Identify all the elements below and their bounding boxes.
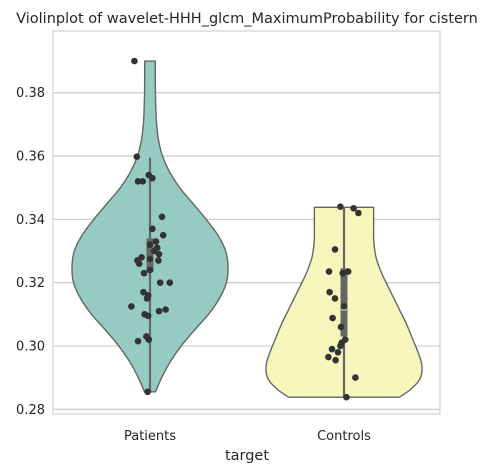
- data-point: [352, 374, 359, 381]
- data-point: [325, 268, 333, 275]
- iqr-box-patients: [146, 238, 154, 272]
- data-point: [149, 225, 156, 233]
- data-point: [337, 203, 344, 210]
- data-point: [139, 178, 147, 185]
- data-point: [150, 247, 158, 255]
- y-tick-label: 0.30: [16, 339, 45, 354]
- y-tick-label: 0.38: [16, 86, 45, 101]
- data-point: [131, 57, 138, 65]
- data-point: [155, 307, 163, 315]
- y-tick-label: 0.36: [16, 150, 45, 165]
- data-point: [145, 336, 153, 343]
- data-point: [158, 213, 166, 221]
- data-point: [134, 178, 142, 185]
- data-point: [329, 314, 336, 322]
- data-point: [140, 269, 148, 277]
- data-point: [140, 288, 147, 296]
- y-tick-label: 0.32: [16, 276, 45, 291]
- data-point: [146, 266, 154, 274]
- data-point: [152, 238, 160, 245]
- data-point: [155, 250, 163, 258]
- data-point: [337, 323, 345, 331]
- data-point: [144, 388, 151, 396]
- data-point: [149, 174, 156, 182]
- data-point: [339, 269, 347, 277]
- data-point: [135, 260, 143, 267]
- data-point: [326, 288, 333, 296]
- data-point: [340, 303, 348, 310]
- data-point: [146, 255, 154, 263]
- x-tick-label: Patients: [124, 429, 176, 444]
- data-point: [146, 241, 154, 248]
- y-tick-label: 0.28: [16, 403, 45, 418]
- data-point: [350, 204, 357, 212]
- x-tick-labels: Patients Controls: [124, 429, 371, 444]
- iqr-box-controls: [340, 268, 348, 337]
- data-point: [162, 306, 169, 313]
- data-point: [128, 303, 135, 310]
- data-point: [332, 356, 339, 364]
- x-tick-label: Controls: [317, 429, 371, 444]
- y-tick-label: 0.34: [16, 213, 45, 228]
- data-point: [144, 312, 152, 320]
- x-axis-label: target: [225, 448, 269, 464]
- data-point: [134, 337, 142, 345]
- data-point: [166, 279, 174, 286]
- data-point: [331, 246, 339, 253]
- data-point: [337, 342, 344, 350]
- y-tick-labels: 0.28 0.30 0.32 0.34 0.36 0.38: [16, 86, 45, 418]
- data-point: [355, 209, 362, 217]
- data-point: [155, 257, 162, 264]
- data-point: [133, 153, 141, 160]
- data-point: [331, 295, 339, 302]
- data-point: [334, 348, 342, 356]
- data-point: [156, 279, 164, 286]
- data-point: [159, 231, 167, 239]
- data-point: [143, 295, 151, 302]
- data-point: [325, 353, 332, 361]
- data-point: [344, 268, 352, 275]
- strip-points: [128, 57, 362, 401]
- data-point: [328, 345, 336, 353]
- data-point: [343, 393, 350, 401]
- chart-title: Violinplot of wavelet-HHH_glcm_MaximumPr…: [16, 11, 478, 27]
